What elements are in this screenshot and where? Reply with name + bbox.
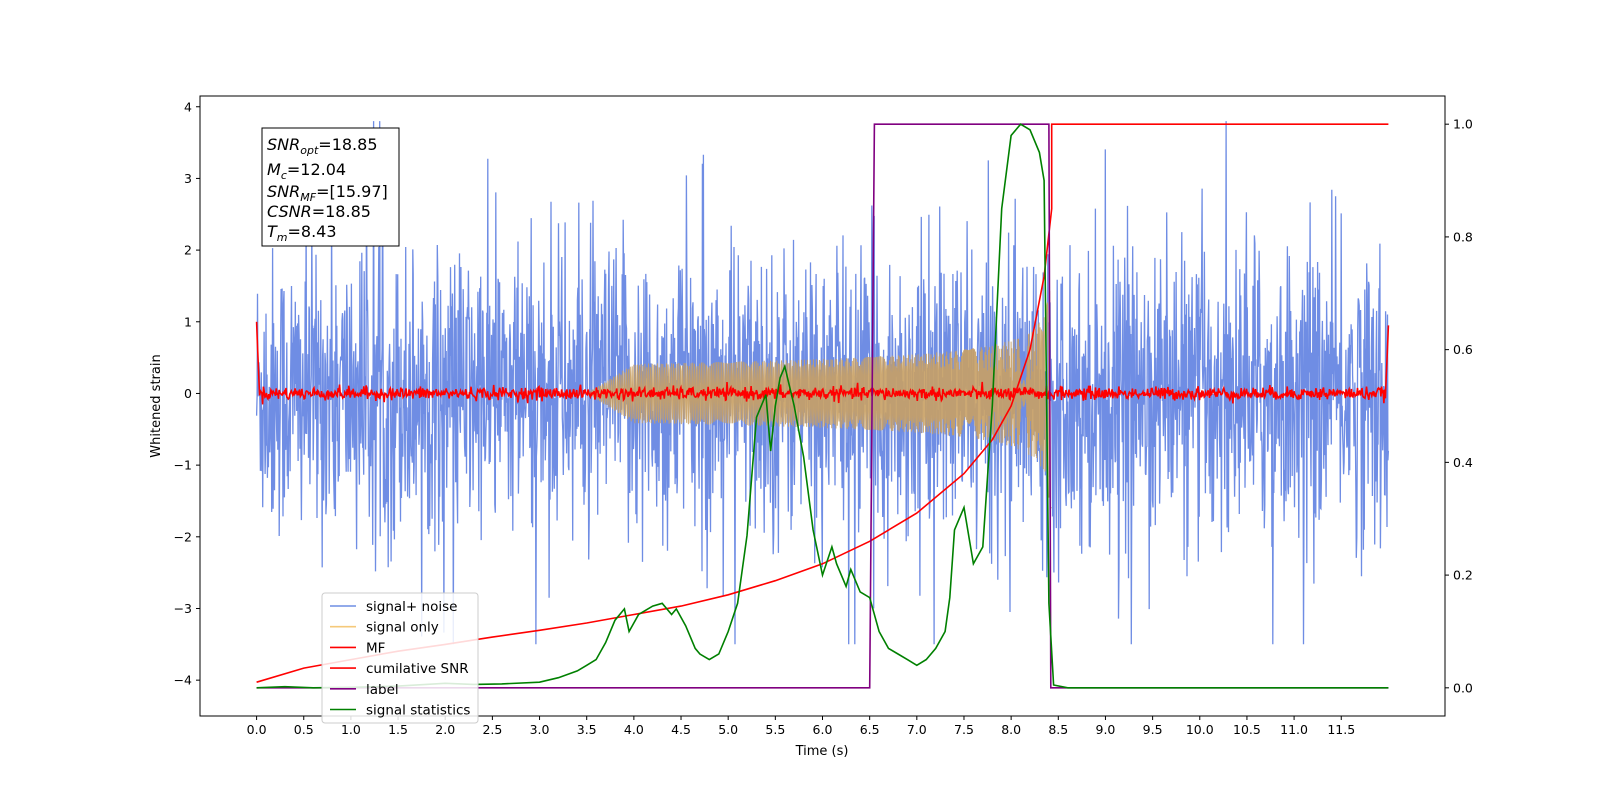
y-axis-right: 1.0 0.8 0.6 0.4 0.2 0.0 bbox=[1445, 117, 1473, 695]
y-tick-label-left: 1 bbox=[184, 314, 192, 329]
y-tick-label-right: 0.8 bbox=[1453, 229, 1473, 244]
x-tick-label: 8.0 bbox=[1001, 722, 1021, 737]
series-mf bbox=[255, 321, 1390, 405]
x-tick-label: 5.0 bbox=[718, 722, 738, 737]
series-signal-noise bbox=[255, 121, 1390, 645]
x-tick-label: 3.0 bbox=[530, 722, 550, 737]
y-axis-label: Whitened strain bbox=[149, 354, 164, 457]
stat-mc: Mc=12.04 bbox=[267, 160, 346, 182]
y-tick-label-right: 0.2 bbox=[1453, 568, 1473, 583]
stat-csnr-value: 18.85 bbox=[325, 202, 371, 221]
legend-label: cumilative SNR bbox=[366, 661, 469, 677]
y-tick-label-right: 1.0 bbox=[1453, 117, 1473, 132]
x-tick-label: 5.5 bbox=[765, 722, 785, 737]
stat-tm-value: 8.43 bbox=[301, 222, 337, 241]
y-tick-label-left: 2 bbox=[184, 243, 192, 258]
stat-tm: Tm=8.43 bbox=[267, 222, 337, 244]
stat-snr-opt: SNRopt=18.85 bbox=[267, 135, 378, 157]
y-axis-left: 4 3 2 1 0 −1 −2 −3 −4 bbox=[174, 99, 200, 688]
stat-snr-mf-value: [15.97] bbox=[329, 182, 387, 201]
y-tick-label-right: 0.6 bbox=[1453, 342, 1473, 357]
x-tick-label: 4.5 bbox=[671, 722, 691, 737]
stats-box: SNRopt=18.85 Mc=12.04 SNRMF=[15.97] CSNR… bbox=[261, 127, 400, 247]
x-tick-label: 6.0 bbox=[813, 722, 833, 737]
x-tick-label: 11.0 bbox=[1280, 722, 1308, 737]
x-tick-label: 4.0 bbox=[624, 722, 644, 737]
stat-mc-value: 12.04 bbox=[300, 160, 346, 179]
x-tick-label: 10.5 bbox=[1233, 722, 1261, 737]
legend-label: MF bbox=[366, 640, 385, 656]
series-signal-statistics bbox=[256, 123, 1389, 689]
legend-label: label bbox=[366, 682, 399, 698]
stat-csnr: CSNR=18.85 bbox=[267, 202, 371, 221]
y-tick-label-left: −1 bbox=[174, 458, 192, 473]
y-tick-label-left: 0 bbox=[184, 386, 192, 401]
x-tick-label: 11.5 bbox=[1327, 722, 1355, 737]
legend-label: signal only bbox=[366, 620, 439, 636]
x-tick-label: 10.0 bbox=[1186, 722, 1214, 737]
y-tick-label-right: 0.4 bbox=[1453, 455, 1473, 470]
x-axis: 0.0 0.5 1.0 1.5 2.0 2.5 3.0 3.5 4.0 4.5 5.0 5.5 6.0 6… bbox=[247, 716, 1355, 737]
x-tick-label: 3.5 bbox=[577, 722, 597, 737]
legend-label: signal+ noise bbox=[366, 599, 457, 615]
x-tick-label: 2.5 bbox=[482, 722, 502, 737]
x-tick-label: 7.0 bbox=[907, 722, 927, 737]
y-tick-label-left: −4 bbox=[174, 673, 192, 688]
legend-items: signal+ noise signal only MF cumilative SNR… bbox=[330, 599, 470, 719]
x-tick-label: 6.5 bbox=[860, 722, 880, 737]
legend-label: signal statistics bbox=[366, 703, 470, 719]
stat-snr-opt-value: 18.85 bbox=[332, 135, 378, 154]
y-tick-label-left: 4 bbox=[184, 99, 192, 114]
legend: signal+ noise signal only MF cumilative SNR… bbox=[321, 592, 479, 724]
y-tick-label-left: −2 bbox=[174, 529, 192, 544]
stat-snr-mf: SNRMF=[15.97] bbox=[267, 182, 388, 204]
x-axis-label: Time (s) bbox=[795, 744, 849, 759]
x-tick-label: 0.0 bbox=[247, 722, 267, 737]
y-tick-label-right: 0.0 bbox=[1453, 680, 1473, 695]
x-tick-label: 8.5 bbox=[1048, 722, 1068, 737]
y-tick-label-left: 3 bbox=[184, 171, 192, 186]
x-tick-label: 7.5 bbox=[954, 722, 974, 737]
stats-box-frame bbox=[261, 127, 400, 247]
x-tick-label: 1.5 bbox=[388, 722, 408, 737]
x-tick-label: 9.5 bbox=[1143, 722, 1163, 737]
x-tick-label: 9.0 bbox=[1096, 722, 1116, 737]
legend-frame bbox=[321, 592, 479, 724]
y-tick-label-left: −3 bbox=[174, 601, 192, 616]
x-tick-label: 0.5 bbox=[294, 722, 314, 737]
x-tick-label: 2.0 bbox=[435, 722, 455, 737]
x-tick-label: 1.0 bbox=[341, 722, 361, 737]
